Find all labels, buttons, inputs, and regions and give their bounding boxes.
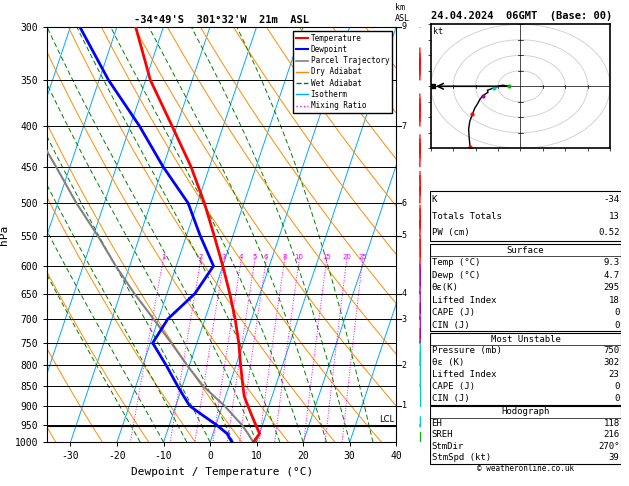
Text: 1: 1	[161, 254, 165, 260]
Text: CAPE (J): CAPE (J)	[431, 382, 474, 391]
Text: 8: 8	[282, 254, 287, 260]
Text: 0: 0	[614, 394, 620, 403]
Text: 2: 2	[401, 361, 406, 370]
Text: 7: 7	[401, 122, 406, 131]
Text: 2: 2	[199, 254, 203, 260]
Text: 9: 9	[401, 22, 406, 31]
Text: 270°: 270°	[598, 442, 620, 451]
Text: 13: 13	[609, 211, 620, 221]
Title: -34°49'S  301°32'W  21m  ASL: -34°49'S 301°32'W 21m ASL	[134, 15, 309, 25]
Text: 5: 5	[253, 254, 257, 260]
Text: 24.04.2024  06GMT  (Base: 00): 24.04.2024 06GMT (Base: 00)	[431, 11, 612, 21]
Text: CIN (J): CIN (J)	[431, 321, 469, 330]
Text: Lifted Index: Lifted Index	[431, 295, 496, 305]
Text: θε(K): θε(K)	[431, 283, 459, 292]
Text: 1: 1	[401, 401, 406, 410]
Text: 4: 4	[401, 289, 406, 298]
Text: 9.3: 9.3	[603, 258, 620, 267]
Text: 302: 302	[603, 358, 620, 367]
Text: EH: EH	[431, 419, 442, 428]
Text: Dewp (°C): Dewp (°C)	[431, 271, 480, 279]
Text: K: K	[431, 195, 437, 204]
Text: 295: 295	[603, 283, 620, 292]
Text: 216: 216	[603, 431, 620, 439]
FancyBboxPatch shape	[430, 406, 621, 464]
Text: -34: -34	[603, 195, 620, 204]
Text: km
ASL: km ASL	[395, 3, 410, 22]
Text: 750: 750	[603, 347, 620, 355]
Text: StmDir: StmDir	[431, 442, 464, 451]
Text: 6: 6	[264, 254, 269, 260]
Text: SREH: SREH	[431, 431, 453, 439]
Text: Most Unstable: Most Unstable	[491, 334, 560, 344]
Text: Lifted Index: Lifted Index	[431, 370, 496, 379]
Text: CAPE (J): CAPE (J)	[431, 308, 474, 317]
Text: 18: 18	[609, 295, 620, 305]
Text: © weatheronline.co.uk: © weatheronline.co.uk	[477, 464, 574, 473]
Text: CIN (J): CIN (J)	[431, 394, 469, 403]
Text: 23: 23	[609, 370, 620, 379]
Text: 0: 0	[614, 308, 620, 317]
Text: Surface: Surface	[507, 245, 544, 255]
Text: 118: 118	[603, 419, 620, 428]
Text: 3: 3	[222, 254, 226, 260]
Text: Temp (°C): Temp (°C)	[431, 258, 480, 267]
Text: PW (cm): PW (cm)	[431, 228, 469, 237]
Text: 5: 5	[401, 231, 406, 241]
Text: 25: 25	[358, 254, 367, 260]
Text: θε (K): θε (K)	[431, 358, 464, 367]
Text: Totals Totals: Totals Totals	[431, 211, 501, 221]
Text: 4.7: 4.7	[603, 271, 620, 279]
Text: 15: 15	[322, 254, 331, 260]
Text: 3: 3	[401, 314, 406, 324]
Text: 10: 10	[294, 254, 304, 260]
Text: 0: 0	[614, 382, 620, 391]
FancyBboxPatch shape	[430, 244, 621, 331]
Text: 4: 4	[239, 254, 243, 260]
FancyBboxPatch shape	[430, 333, 621, 405]
X-axis label: Dewpoint / Temperature (°C): Dewpoint / Temperature (°C)	[131, 467, 313, 477]
Text: kt: kt	[433, 27, 443, 36]
FancyBboxPatch shape	[430, 191, 621, 241]
Text: 0.52: 0.52	[598, 228, 620, 237]
Text: LCL: LCL	[379, 416, 394, 424]
Text: Hodograph: Hodograph	[501, 407, 550, 417]
Text: 0: 0	[614, 321, 620, 330]
Legend: Temperature, Dewpoint, Parcel Trajectory, Dry Adiabat, Wet Adiabat, Isotherm, Mi: Temperature, Dewpoint, Parcel Trajectory…	[293, 31, 392, 113]
Text: Pressure (mb): Pressure (mb)	[431, 347, 501, 355]
Text: StmSpd (kt): StmSpd (kt)	[431, 453, 491, 462]
Text: 20: 20	[342, 254, 351, 260]
Text: 6: 6	[401, 199, 406, 208]
Y-axis label: hPa: hPa	[0, 225, 9, 244]
Text: 39: 39	[609, 453, 620, 462]
